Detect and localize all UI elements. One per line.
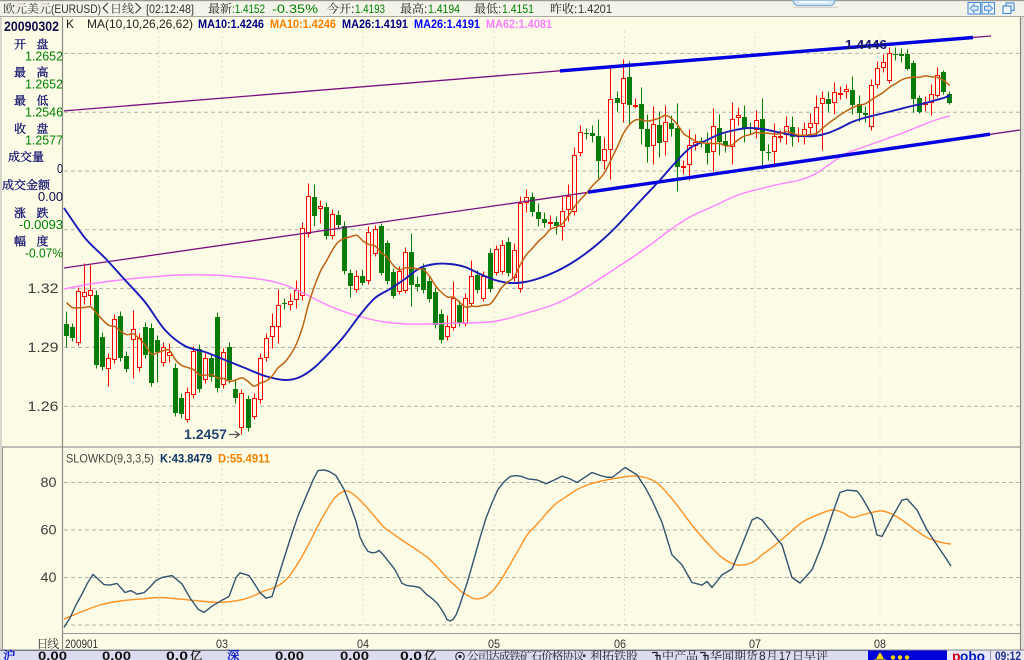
- svg-text:MA26:1.4191: MA26:1.4191: [342, 17, 408, 31]
- svg-text:0.00: 0.00: [340, 649, 369, 660]
- svg-text:09:12: 09:12: [995, 649, 1021, 660]
- svg-text:0.0: 0.0: [166, 649, 188, 660]
- svg-text:0.00: 0.00: [38, 189, 63, 204]
- svg-text:1.32: 1.32: [28, 281, 59, 296]
- svg-text:05: 05: [488, 637, 500, 651]
- svg-text:obo: obo: [960, 648, 985, 660]
- svg-text:20090302: 20090302: [4, 19, 59, 34]
- svg-text:80: 80: [41, 475, 57, 490]
- svg-text::: :: [424, 2, 427, 16]
- svg-text:04: 04: [357, 637, 369, 651]
- svg-text:8: 8: [759, 649, 766, 660]
- svg-text:-0.07%: -0.07%: [25, 245, 63, 260]
- svg-text:1.26: 1.26: [28, 399, 59, 414]
- svg-text:MA26:1.4191: MA26:1.4191: [414, 17, 480, 31]
- svg-text:p: p: [952, 648, 961, 660]
- svg-text:MA10:1.4246: MA10:1.4246: [198, 17, 264, 31]
- svg-text:K:43.8479: K:43.8479: [160, 452, 212, 466]
- svg-text:D:55.4911: D:55.4911: [218, 452, 270, 466]
- svg-text:0.00: 0.00: [275, 649, 304, 660]
- svg-text:0.0: 0.0: [400, 649, 422, 660]
- svg-text:1.2457: 1.2457: [184, 427, 227, 442]
- svg-text:07: 07: [749, 637, 761, 651]
- svg-text::1.4152: :1.4152: [232, 2, 265, 16]
- svg-text:0.00: 0.00: [38, 649, 67, 660]
- svg-text::: :: [574, 2, 577, 16]
- svg-text::: :: [351, 2, 354, 16]
- svg-text:1.4151: 1.4151: [502, 2, 534, 16]
- svg-text::: :: [498, 2, 501, 16]
- svg-text:1.29: 1.29: [28, 340, 59, 355]
- svg-text:MA62:1.4081: MA62:1.4081: [486, 17, 552, 31]
- svg-text:06: 06: [614, 637, 626, 651]
- svg-text:0: 0: [57, 161, 63, 176]
- svg-text:1.4201: 1.4201: [578, 2, 612, 16]
- svg-text:0.00: 0.00: [102, 649, 131, 660]
- svg-text:(EURUSD): (EURUSD): [51, 2, 101, 16]
- svg-text:K: K: [66, 17, 74, 31]
- svg-text:MA(10,10,26,26,62): MA(10,10,26,26,62): [87, 17, 193, 31]
- svg-text:MA10:1.4246: MA10:1.4246: [270, 17, 336, 31]
- svg-text:1.4194: 1.4194: [428, 2, 460, 16]
- svg-text:1.2652: 1.2652: [25, 76, 63, 91]
- svg-text:1.4446: 1.4446: [845, 38, 887, 52]
- svg-text:1.4193: 1.4193: [355, 2, 385, 16]
- svg-text:17: 17: [779, 649, 791, 660]
- svg-text:1.2652: 1.2652: [25, 48, 63, 63]
- svg-text:-0.0093: -0.0093: [19, 217, 63, 232]
- svg-text:08: 08: [874, 637, 886, 651]
- svg-text:1.2546: 1.2546: [25, 105, 63, 120]
- svg-text:SLOWKD(9,3,3,5): SLOWKD(9,3,3,5): [66, 452, 154, 466]
- svg-text:-0.35%: -0.35%: [272, 2, 318, 16]
- svg-text:40: 40: [41, 570, 57, 585]
- svg-text:[02:12:48]: [02:12:48]: [146, 2, 194, 16]
- svg-text:1.2577: 1.2577: [25, 133, 63, 148]
- svg-text:60: 60: [41, 523, 57, 538]
- svg-text:03: 03: [216, 637, 228, 651]
- svg-text:200901: 200901: [65, 637, 98, 651]
